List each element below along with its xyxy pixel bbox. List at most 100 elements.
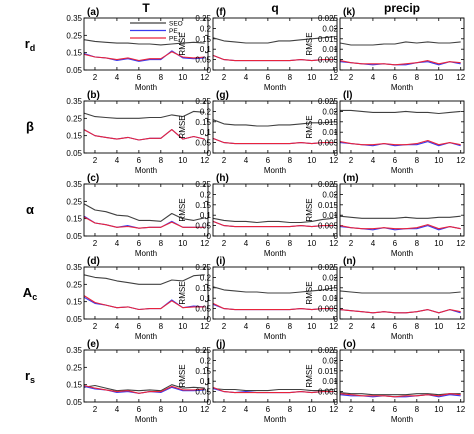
x-axis-label: Month <box>391 332 413 341</box>
plot-frame <box>83 100 209 154</box>
series-line-seo <box>212 387 334 392</box>
y-tick-label: 0.25 <box>195 14 211 23</box>
panel-d: 0.05 0.15 0.25 0.35 2 4 6 8 10 12 Month (d) <box>66 256 209 341</box>
y-tick-label: 0.005 <box>318 56 339 65</box>
x-tick-label: 12 <box>456 405 465 414</box>
series-line-pe-c <box>83 295 205 311</box>
panel-label: (d) <box>87 256 100 267</box>
y-tick-label: 0.2 <box>200 107 212 116</box>
x-tick-label: 4 <box>244 405 249 414</box>
x-axis-label: Month <box>135 166 157 175</box>
series-line-pe-c <box>212 386 334 394</box>
x-tick-label: 2 <box>222 239 227 248</box>
plot-frame <box>339 266 465 320</box>
x-tick-label: 8 <box>159 73 164 82</box>
series-line-seo <box>339 215 461 219</box>
series-line-pe-c <box>339 224 461 230</box>
row-label-text: rd <box>25 36 36 53</box>
series-line-pe-c <box>212 54 334 62</box>
series-line-seo <box>83 39 205 46</box>
row-label-text: rs <box>25 368 35 385</box>
row-label-text: β <box>26 119 34 134</box>
y-tick-label: 0.15 <box>66 381 82 390</box>
y-tick-label: 0.25 <box>66 31 82 40</box>
x-axis-label: Month <box>135 415 157 424</box>
x-tick-label: 8 <box>159 405 164 414</box>
x-axis-label: Month <box>264 249 286 258</box>
row-label: Ac <box>23 285 37 302</box>
x-tick-label: 8 <box>288 322 293 331</box>
plot-frame <box>212 349 338 403</box>
y-tick-label: 0.01 <box>322 128 338 137</box>
x-axis-label: Month <box>391 166 413 175</box>
x-tick-label: 10 <box>178 405 187 414</box>
series-line-seo <box>339 41 461 46</box>
x-tick-label: 6 <box>266 239 271 248</box>
y-tick-label: 0.015 <box>318 118 339 127</box>
x-tick-label: 10 <box>178 156 187 165</box>
y-tick-label: 0.25 <box>66 197 82 206</box>
x-tick-label: 10 <box>178 73 187 82</box>
x-tick-label: 10 <box>434 322 443 331</box>
y-tick-label: 0.25 <box>66 280 82 289</box>
x-tick-label: 4 <box>115 405 120 414</box>
row-label: α <box>26 202 34 217</box>
x-tick-label: 6 <box>266 73 271 82</box>
y-tick-label: 0.25 <box>66 363 82 372</box>
x-tick-label: 4 <box>244 156 249 165</box>
series-line-seo <box>339 392 461 396</box>
series-line-pe-c <box>212 302 334 311</box>
y-tick-label: 0.25 <box>195 346 211 355</box>
x-tick-label: 2 <box>222 322 227 331</box>
y-tick-label: 0 <box>334 149 339 158</box>
y-tick-label: 0.35 <box>66 180 82 189</box>
x-tick-label: 4 <box>115 239 120 248</box>
panel-label: (f) <box>216 7 226 18</box>
y-axis-label: RMSE <box>305 32 314 55</box>
y-tick-label: 0.15 <box>66 298 82 307</box>
y-tick-label: 0.025 <box>318 346 339 355</box>
x-tick-label: 4 <box>371 156 376 165</box>
y-tick-label: 0 <box>334 232 339 241</box>
x-tick-label: 12 <box>456 239 465 248</box>
x-axis-label: Month <box>135 249 157 258</box>
panel-label: (a) <box>87 7 99 18</box>
x-tick-label: 6 <box>137 239 142 248</box>
x-tick-label: 2 <box>349 405 354 414</box>
legend-label: PEo <box>169 28 181 36</box>
y-tick-label: 0.05 <box>195 388 211 397</box>
y-tick-label: 0.02 <box>322 356 338 365</box>
panel-label: (l) <box>343 90 352 101</box>
x-tick-label: 4 <box>115 156 120 165</box>
panel-label: (c) <box>87 173 99 184</box>
x-axis-label: Month <box>264 83 286 92</box>
panel-e: 0.05 0.15 0.25 0.35 2 4 6 8 10 12 Month (e) <box>66 339 209 424</box>
y-tick-label: 0.15 <box>195 367 211 376</box>
x-tick-label: 2 <box>93 405 98 414</box>
x-tick-label: 8 <box>415 73 420 82</box>
y-axis-label: RMSE <box>305 281 314 304</box>
series-line-seo <box>212 286 334 294</box>
x-tick-label: 8 <box>288 156 293 165</box>
y-axis-label: RMSE <box>178 32 187 55</box>
y-tick-label: 0.01 <box>322 45 338 54</box>
y-tick-label: 0.025 <box>318 180 339 189</box>
plot-frame <box>212 266 338 320</box>
panel-a: 0.05 0.15 0.25 0.35 2 4 6 8 10 12 Month (a) <box>66 7 209 92</box>
y-tick-label: 0 <box>207 398 212 407</box>
x-tick-label: 12 <box>200 73 209 82</box>
legend-label: SEO <box>169 21 183 28</box>
series-line-seo <box>83 203 205 222</box>
y-tick-label: 0.05 <box>66 66 82 75</box>
panel-label: (g) <box>216 90 229 101</box>
y-tick-label: 0.2 <box>200 273 212 282</box>
x-tick-label: 10 <box>178 322 187 331</box>
series-line-pe-c <box>339 393 461 398</box>
y-tick-label: 0.25 <box>195 263 211 272</box>
y-axis-label: RMSE <box>178 198 187 221</box>
x-axis-label: Month <box>391 249 413 258</box>
row-label-main: A <box>23 285 33 300</box>
row-label-main: r <box>25 36 30 51</box>
x-tick-label: 10 <box>434 156 443 165</box>
